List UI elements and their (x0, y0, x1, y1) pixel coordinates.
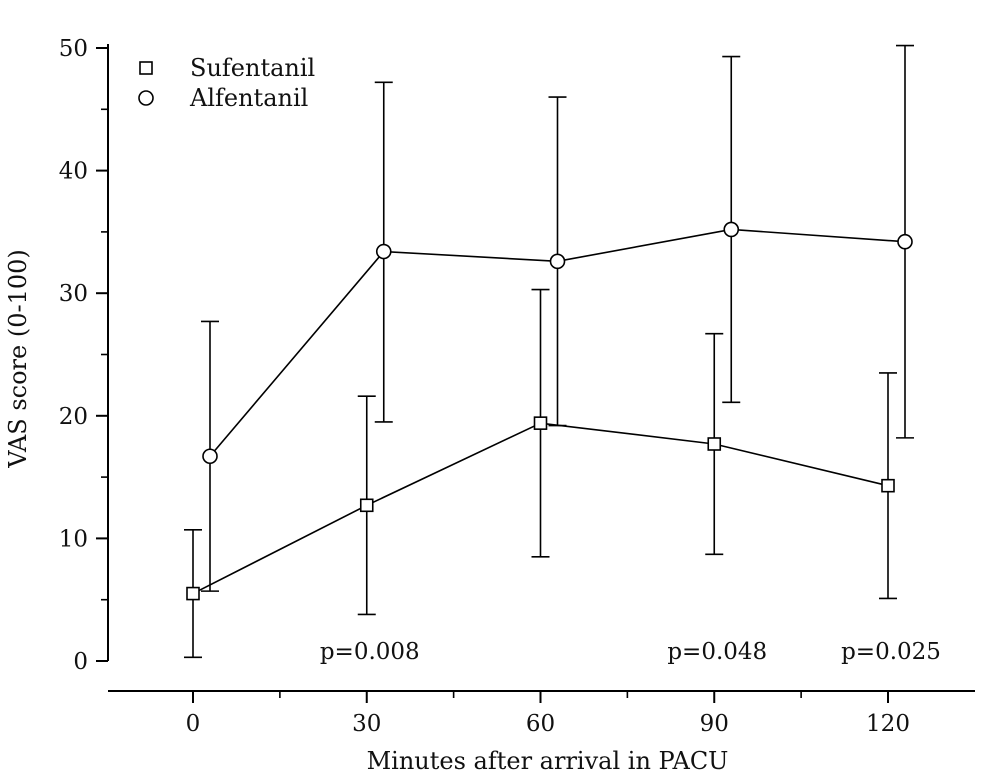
error-bars (184, 44, 914, 659)
y-axis-title: VAS score (0-100) (4, 249, 32, 469)
series-lines (192, 228, 906, 595)
chart-text: 0 10 20 30 40 50 0 30 60 90 120 Minutes after arriv… (4, 36, 941, 775)
data-markers (186, 221, 913, 601)
alfentanil-legend-label: Alfentanil (189, 84, 308, 112)
x-tick-label: 60 (526, 711, 555, 737)
alfentanil-point (897, 233, 913, 250)
x-tick-label: 90 (700, 711, 729, 737)
x-tick-label: 0 (186, 711, 201, 737)
y-tick-label: 20 (59, 404, 88, 430)
sufentanil-point (707, 437, 722, 451)
y-tick-label: 0 (73, 649, 88, 675)
axes (96, 44, 975, 703)
sufentanil-point (881, 478, 895, 493)
x-axis-title: Minutes after arrival in PACU (367, 747, 729, 775)
alfentanil-point (723, 221, 740, 238)
y-tick-label: 50 (59, 36, 88, 62)
x-tick-label: 30 (352, 711, 381, 737)
p-value-annotation: p=0.025 (841, 639, 941, 665)
alfentanil-point (202, 448, 218, 465)
x-tick-label: 120 (866, 711, 910, 737)
y-tick-label: 30 (59, 281, 88, 307)
alfentanil-point (549, 253, 566, 270)
sufentanil-point (533, 416, 548, 430)
y-tick-label: 10 (59, 526, 88, 552)
sufentanil-point (359, 498, 374, 513)
p-value-annotation: p=0.048 (667, 639, 767, 665)
sufentanil-legend-label: Sufentanil (190, 54, 315, 82)
sufentanil-legend-marker (139, 61, 153, 75)
sufentanil-point (186, 586, 200, 601)
p-value-annotation: p=0.008 (320, 639, 420, 665)
alfentanil-point (375, 243, 392, 260)
alfentanil-legend-marker (138, 90, 154, 106)
y-tick-label: 40 (59, 159, 88, 185)
